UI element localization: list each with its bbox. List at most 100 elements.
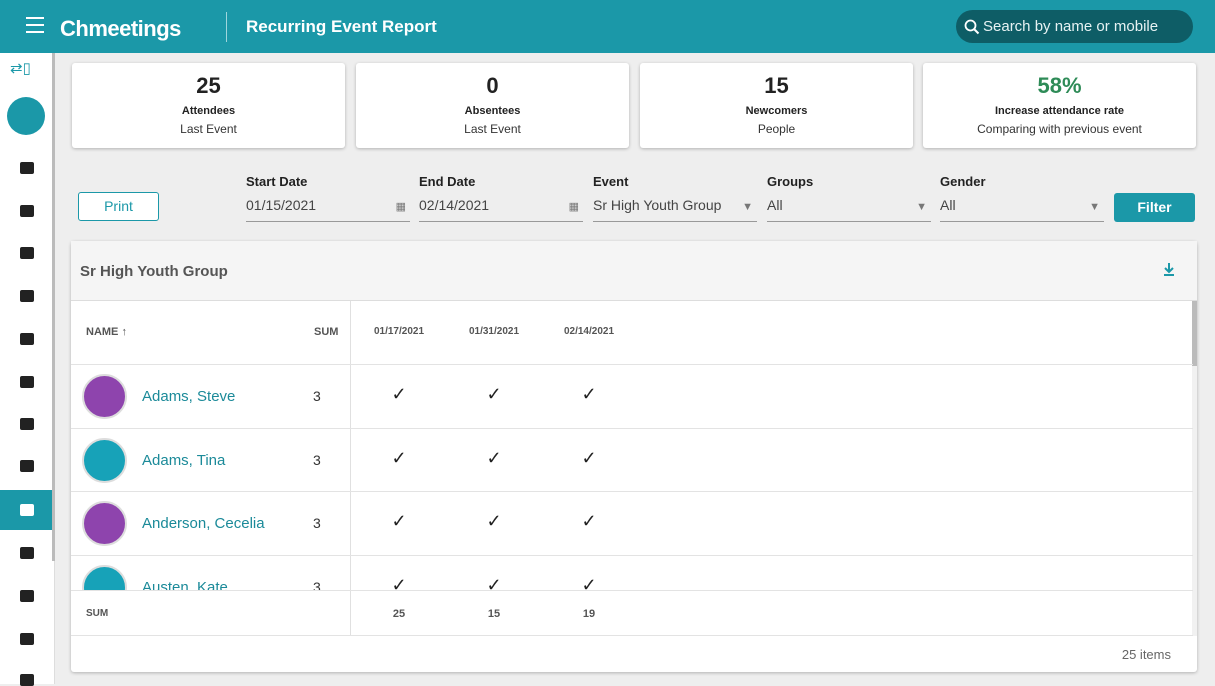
dropdown-arrow: ▼ [916, 201, 927, 213]
filter-field[interactable]: Groups All ▼ [767, 174, 931, 222]
stat-sub: Last Event [180, 122, 237, 136]
table-row: Adams, Tina 3 ✓ ✓ ✓ [71, 429, 1193, 493]
avatar [82, 565, 127, 591]
name-header[interactable]: NAME ↑ [86, 326, 127, 338]
filter-label: Gender [940, 174, 986, 189]
check-icon: ✓ [581, 511, 597, 532]
filter-button[interactable]: Filter [1114, 193, 1195, 222]
nav-icon[interactable] [20, 590, 34, 602]
report-card: Sr High Youth Group NAME ↑ SUM Adams, St… [71, 241, 1197, 672]
stat-card: 15 Newcomers People [640, 63, 913, 148]
filter-label: Groups [767, 174, 814, 189]
nav-icon[interactable] [20, 162, 34, 174]
search-box[interactable]: Search by name or mobile [956, 10, 1193, 43]
stat-label: Attendees [181, 105, 236, 117]
dropdown-arrow: ▼ [742, 201, 753, 213]
dropdown-arrow: ▼ [1089, 201, 1100, 213]
sum-value: 25 [392, 608, 406, 620]
sum-row: SUM [71, 590, 1193, 636]
filter-label: End Date [419, 174, 476, 189]
stat-card: 58% Increase attendance rate Comparing wit… [923, 63, 1196, 148]
avatar [82, 437, 127, 483]
view-switch[interactable]: ⇄▯ [10, 60, 31, 77]
stat-label: Increase attendance rate [994, 105, 1124, 117]
name-header-text: NAME [86, 326, 119, 338]
avatar [82, 374, 127, 419]
table-body: Adams, Steve 3 ✓ ✓ ✓ Adams, Tina 3 ✓ ✓ ✓ Anderson,… [71, 365, 1193, 591]
date-header: 01/31/2021 [468, 326, 520, 337]
filter-value: 01/15/2021 [246, 197, 317, 213]
avatar [82, 501, 127, 547]
filter-label: Event [593, 174, 629, 189]
item-count: 25 items [1121, 647, 1171, 662]
table-title: Sr High Youth Group [80, 263, 228, 280]
check-icon: ✓ [391, 447, 407, 468]
calendar-icon: ▦ [395, 201, 406, 213]
filter-field[interactable]: Gender All ▼ [940, 174, 1104, 222]
member-name[interactable]: Adams, Tina [142, 451, 226, 469]
check-icon: ✓ [581, 384, 597, 404]
nav-icon[interactable] [20, 460, 34, 472]
stat-value: 25 [196, 73, 221, 98]
sidebar-scroll [52, 53, 55, 561]
filter-value: 02/14/2021 [419, 197, 490, 213]
download-button[interactable] [1162, 262, 1176, 276]
sidebar: ⇄▯ [0, 53, 55, 686]
nav-icon[interactable] [20, 333, 34, 345]
filter-value: All [940, 197, 956, 213]
check-icon: ✓ [581, 575, 597, 591]
stat-card: 25 Attendees Last Event [72, 63, 345, 148]
member-name[interactable]: Austen, Kate [142, 579, 228, 591]
nav-icon[interactable] [20, 674, 34, 686]
nav-icon[interactable] [20, 547, 34, 559]
date-header: 02/14/2021 [563, 326, 615, 337]
member-name[interactable]: Adams, Steve [142, 388, 236, 405]
row-sum: 3 [313, 388, 321, 404]
brand[interactable]: Chmeetings [60, 16, 181, 41]
member-name[interactable]: Anderson, Cecelia [142, 515, 265, 533]
row-sum: 3 [313, 515, 321, 532]
stat-label: Absentees [464, 105, 521, 117]
church-logo[interactable] [7, 97, 45, 135]
stat-value: 58% [1037, 73, 1082, 98]
table-row: Austen, Kate 3 ✓ ✓ ✓ [71, 556, 1193, 591]
menu-button[interactable] [26, 17, 44, 33]
nav-icon[interactable] [20, 376, 34, 388]
nav-icon[interactable] [20, 504, 34, 516]
stat-value: 0 [486, 73, 499, 98]
search-placeholder: Search by name or mobile [983, 18, 1159, 35]
check-icon: ✓ [391, 384, 407, 404]
sum-header: SUM [314, 326, 339, 338]
date-header: 01/17/2021 [373, 326, 425, 337]
top-bar: Chmeetings Recurring Event Report Search… [0, 0, 1215, 53]
check-icon: ✓ [486, 511, 502, 532]
stat-value: 15 [764, 73, 789, 98]
stat-sub: Comparing with previous event [977, 122, 1142, 136]
nav-icon[interactable] [20, 205, 34, 217]
stat-sub: People [757, 122, 796, 136]
calendar-icon: ▦ [568, 201, 579, 213]
sum-label: SUM [86, 608, 109, 619]
filter-field[interactable]: End Date 02/14/2021 ▦ [419, 174, 583, 222]
table-row: Adams, Steve 3 ✓ ✓ ✓ [71, 365, 1193, 429]
nav-icon[interactable] [20, 290, 34, 302]
filter-value: All [767, 197, 783, 213]
print-button[interactable]: Print [78, 192, 159, 221]
filter-field[interactable]: Event Sr High Youth Group ▼ [593, 174, 757, 222]
sum-value: 19 [582, 608, 596, 620]
filter-value: Sr High Youth Group [593, 197, 722, 213]
check-icon: ✓ [486, 447, 502, 468]
check-icon: ✓ [581, 447, 597, 468]
row-sum: 3 [313, 451, 321, 468]
nav-icon[interactable] [20, 418, 34, 430]
check-icon: ✓ [486, 575, 502, 591]
filter-label: Start Date [246, 174, 308, 189]
check-icon: ✓ [391, 511, 407, 532]
stat-label: Newcomers [745, 105, 808, 117]
table-row: Anderson, Cecelia 3 ✓ ✓ ✓ [71, 492, 1193, 556]
nav-icon[interactable] [20, 633, 34, 645]
nav-icon[interactable] [20, 247, 34, 259]
stat-sub: Last Event [464, 122, 521, 136]
filter-field[interactable]: Start Date 01/15/2021 ▦ [246, 174, 410, 222]
check-icon: ✓ [391, 575, 407, 591]
